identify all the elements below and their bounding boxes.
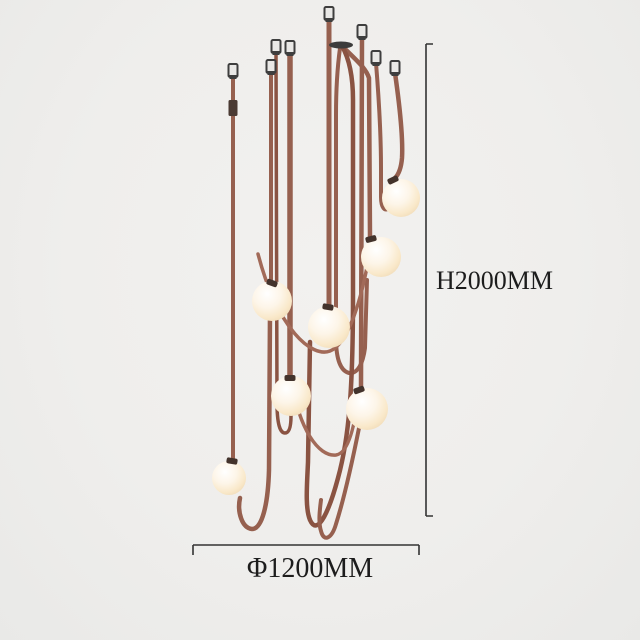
leather-strap: [304, 43, 356, 528]
glass-globe: [382, 179, 420, 217]
globe-cap: [353, 385, 365, 395]
glass-globe: [308, 306, 350, 348]
height-dimension-label: H2000MM: [436, 266, 554, 295]
globe-cap: [387, 175, 399, 185]
glass-globe: [271, 376, 311, 416]
diameter-dimension-label: Φ1200MM: [246, 553, 374, 584]
glass-globe: [252, 281, 292, 321]
leather-strap: [340, 44, 373, 240]
hook-base: [391, 72, 399, 76]
hook-base: [286, 52, 294, 56]
globe-cap: [226, 457, 238, 465]
hook-base: [325, 18, 333, 22]
ceiling-canopy: [329, 41, 353, 49]
globe-cap: [266, 278, 278, 288]
hook-base: [272, 51, 280, 55]
hook-base: [229, 75, 237, 79]
dimension-lines: [192, 43, 433, 555]
height-dimension-line: [425, 43, 433, 517]
leather-strap: [317, 426, 361, 540]
hook-base: [358, 36, 366, 40]
leather-strap: [358, 34, 365, 390]
globe-cap: [284, 375, 296, 381]
globe-cap: [322, 303, 334, 311]
strap-buckle: [228, 100, 238, 116]
glass-globe: [361, 237, 401, 277]
glass-globe: [212, 461, 246, 495]
leather-strap: [274, 50, 293, 435]
globe-group: [212, 175, 420, 495]
hook-base: [372, 62, 380, 66]
leather-strap: [236, 309, 273, 532]
leather-strap: [392, 70, 405, 181]
glass-globe: [346, 388, 388, 430]
hook-group: [227, 6, 401, 79]
strap-group: [228, 16, 405, 540]
diameter-dimension-line: [192, 544, 420, 555]
hook-base: [267, 71, 275, 75]
globe-cap: [365, 235, 377, 243]
